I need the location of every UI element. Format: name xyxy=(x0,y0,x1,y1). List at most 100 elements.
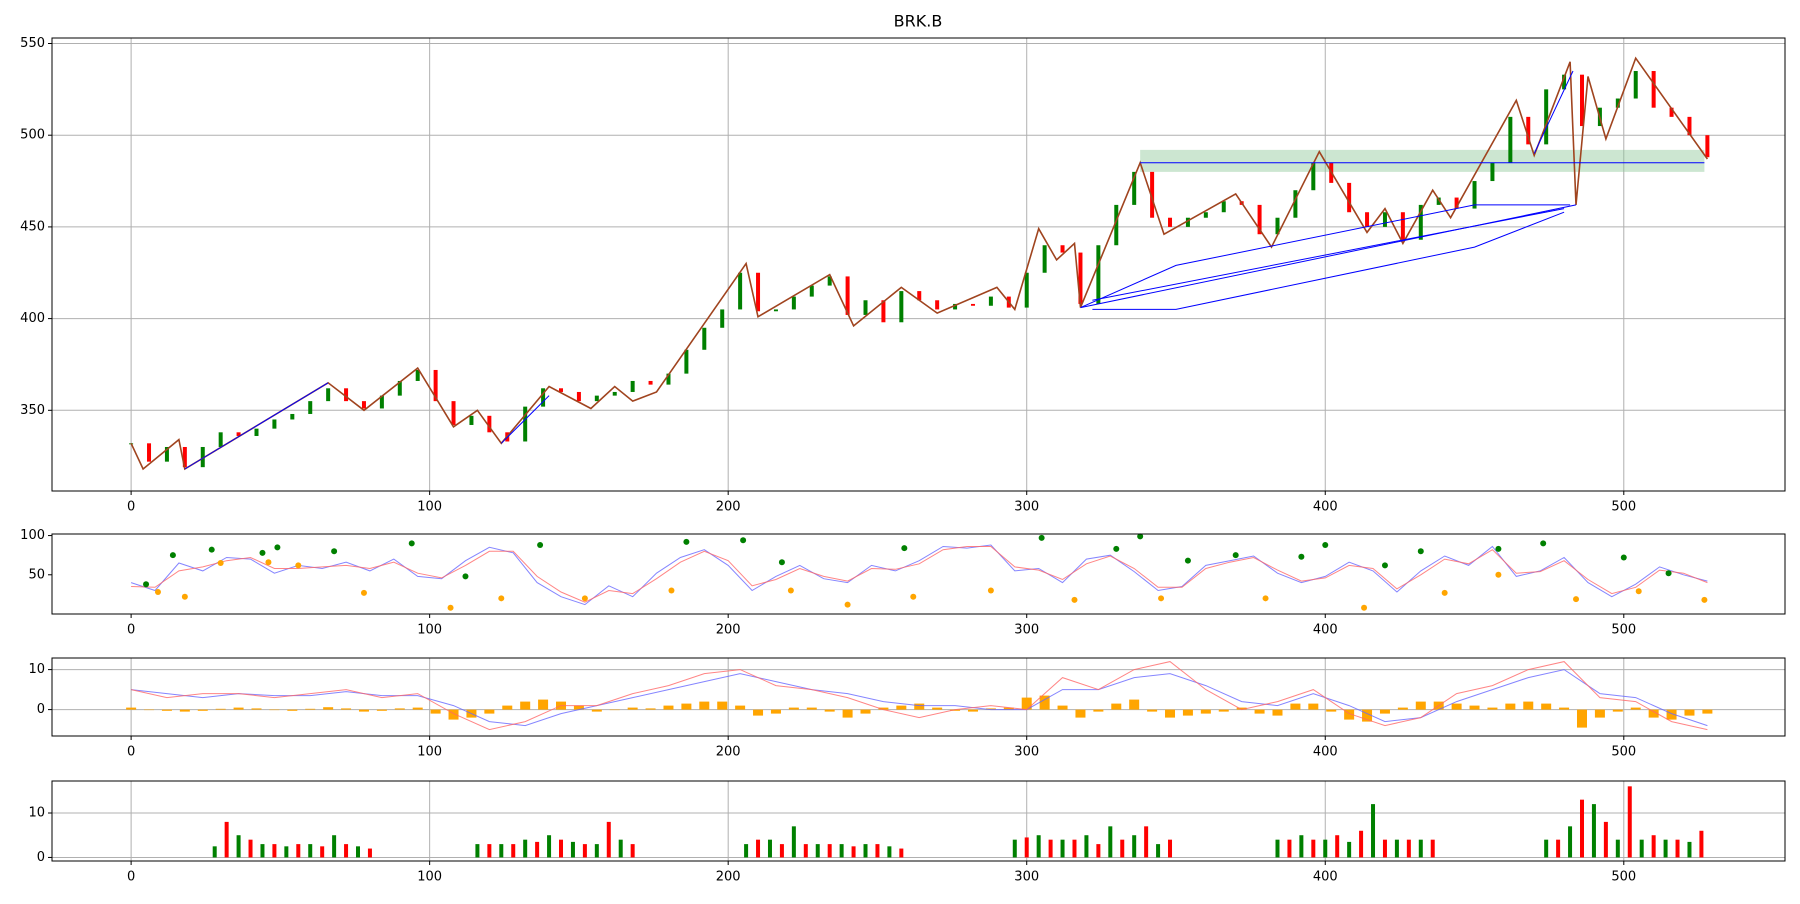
y-tick-label: 100 xyxy=(20,528,45,543)
panel: 0 100 200 300 400 500 50 100 xyxy=(20,528,1786,638)
candle xyxy=(397,380,402,396)
histogram-bar xyxy=(1021,697,1032,710)
trough-marker xyxy=(498,595,505,602)
volume-bar xyxy=(1568,826,1573,858)
volume-bar xyxy=(803,844,808,858)
candle xyxy=(756,272,761,312)
volume-bar xyxy=(284,846,289,858)
candle xyxy=(1024,272,1029,308)
volume-bar xyxy=(827,844,832,858)
histogram-bar xyxy=(358,709,369,712)
trend-line xyxy=(1080,204,1571,309)
x-tick-label: 100 xyxy=(417,500,442,515)
histogram-bar xyxy=(609,709,620,711)
histogram-bar xyxy=(1469,705,1480,710)
candle xyxy=(1490,162,1495,182)
trend-line xyxy=(184,382,329,470)
candle xyxy=(147,443,152,462)
candle xyxy=(684,349,689,374)
candle xyxy=(1078,252,1083,304)
trough-marker xyxy=(360,589,367,596)
histogram-bar xyxy=(788,707,799,710)
histogram-bar xyxy=(305,708,316,710)
histogram-bar xyxy=(394,708,405,710)
volume-bar xyxy=(839,844,844,858)
zone xyxy=(1140,149,1705,172)
histogram-bar xyxy=(1666,709,1677,720)
volume-bar xyxy=(296,844,301,858)
volume-bar xyxy=(523,839,528,858)
volume-bar xyxy=(779,844,784,858)
candle xyxy=(953,303,958,310)
histogram-bar xyxy=(215,708,226,710)
histogram-bar xyxy=(1559,707,1570,710)
volume-bar xyxy=(1132,835,1137,858)
volume-bar xyxy=(1096,844,1101,858)
candle xyxy=(1472,181,1477,209)
histogram-bar xyxy=(1594,709,1605,718)
histogram-bar xyxy=(197,709,208,711)
trough-marker xyxy=(1495,571,1502,578)
peak-marker xyxy=(1417,548,1424,555)
volume-bar xyxy=(320,846,325,858)
volume-bar xyxy=(1639,839,1644,858)
peak-marker xyxy=(259,549,266,556)
volume-bar xyxy=(1120,839,1125,858)
volume-bar xyxy=(791,826,796,858)
histogram-bar xyxy=(770,709,781,714)
panel-frame xyxy=(51,657,1786,737)
candle xyxy=(236,432,241,436)
histogram-bar xyxy=(251,708,262,710)
histogram-bar xyxy=(627,707,638,710)
candle xyxy=(1705,135,1710,158)
candle xyxy=(666,373,671,385)
candle xyxy=(845,276,850,315)
peak-marker xyxy=(1113,545,1120,552)
candle xyxy=(970,303,975,306)
candle xyxy=(1203,212,1208,218)
candle xyxy=(1436,197,1441,205)
candle xyxy=(218,432,223,447)
histogram-bar xyxy=(1379,709,1390,714)
peak-marker xyxy=(683,538,690,545)
x-tick-label: 100 xyxy=(417,870,442,885)
volume-bar xyxy=(487,844,492,858)
trend-line xyxy=(1092,211,1565,310)
candle xyxy=(1544,89,1549,145)
peak-marker xyxy=(1184,557,1191,564)
histogram-bar xyxy=(967,709,978,712)
volume-bar xyxy=(1323,839,1328,858)
x-tick-label: 0 xyxy=(127,870,135,885)
x-tick-label: 400 xyxy=(1313,870,1338,885)
volume-bar xyxy=(1335,835,1340,858)
histogram-bar xyxy=(520,701,531,710)
peak-marker xyxy=(208,546,215,553)
trough-marker xyxy=(910,593,917,600)
histogram-bar xyxy=(179,709,190,712)
candle xyxy=(1257,204,1262,235)
trend-line xyxy=(1092,208,1565,301)
candle xyxy=(594,395,599,402)
x-tick-label: 200 xyxy=(716,500,741,515)
volume-bar xyxy=(756,839,761,858)
x-tick-label: 500 xyxy=(1611,623,1636,638)
histogram-bar xyxy=(1272,709,1283,716)
trough-marker xyxy=(1441,589,1448,596)
histogram-bar xyxy=(1182,709,1193,716)
histogram-bar xyxy=(985,708,996,710)
candle xyxy=(1669,107,1674,117)
volume-bar xyxy=(511,844,516,858)
volume-bar xyxy=(332,835,337,858)
candle xyxy=(200,446,205,468)
candle xyxy=(254,428,259,436)
chart-title: BRK.B xyxy=(894,12,943,31)
x-tick-label: 200 xyxy=(716,745,741,760)
volume-bar xyxy=(863,844,868,858)
volume-bar xyxy=(1048,839,1053,858)
trough-marker xyxy=(787,587,794,594)
candle xyxy=(809,285,814,297)
volume-bar xyxy=(767,839,772,858)
panel-frame xyxy=(51,780,1786,862)
